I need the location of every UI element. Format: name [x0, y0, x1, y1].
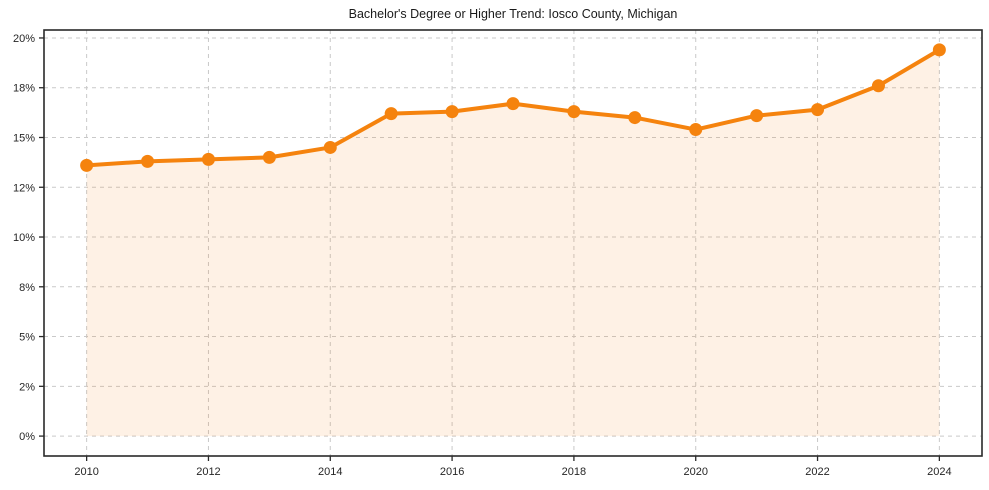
data-point-marker: [506, 97, 520, 111]
data-point-marker: [445, 105, 459, 119]
data-point-marker: [80, 158, 94, 172]
area-fill: [86, 49, 940, 437]
data-point-marker: [689, 123, 703, 137]
x-tick-label: 2022: [805, 466, 829, 478]
y-tick-label: 10%: [13, 232, 35, 244]
data-point-marker: [384, 107, 398, 121]
data-point-marker: [871, 79, 885, 93]
x-tick-label: 2016: [440, 466, 464, 478]
data-point-marker: [141, 154, 155, 168]
data-point-marker: [628, 111, 642, 125]
y-tick-label: 0%: [19, 431, 35, 443]
data-point-marker: [323, 140, 337, 154]
x-tick-label: 2012: [196, 466, 220, 478]
y-tick-label: 15%: [13, 132, 35, 144]
plot-border: [43, 29, 983, 457]
y-tick-label: 5%: [19, 332, 35, 344]
data-point-marker: [567, 105, 581, 119]
chart-title: Bachelor's Degree or Higher Trend: Iosco…: [348, 7, 678, 21]
x-tick-label: 2018: [562, 466, 586, 478]
data-point-marker: [201, 152, 215, 166]
y-tick-label: 12%: [13, 182, 35, 194]
data-point-marker: [262, 150, 276, 164]
x-tick-label: 2010: [74, 466, 98, 478]
y-tick-label: 8%: [19, 282, 35, 294]
x-tick-label: 2024: [927, 466, 951, 478]
data-point-marker: [750, 109, 764, 123]
data-point-marker: [932, 43, 946, 57]
y-tick-label: 2%: [19, 381, 35, 393]
data-point-marker: [811, 103, 825, 117]
y-tick-label: 18%: [13, 83, 35, 95]
y-tick-label: 20%: [13, 33, 35, 45]
x-tick-label: 2020: [683, 466, 707, 478]
x-tick-label: 2014: [318, 466, 342, 478]
